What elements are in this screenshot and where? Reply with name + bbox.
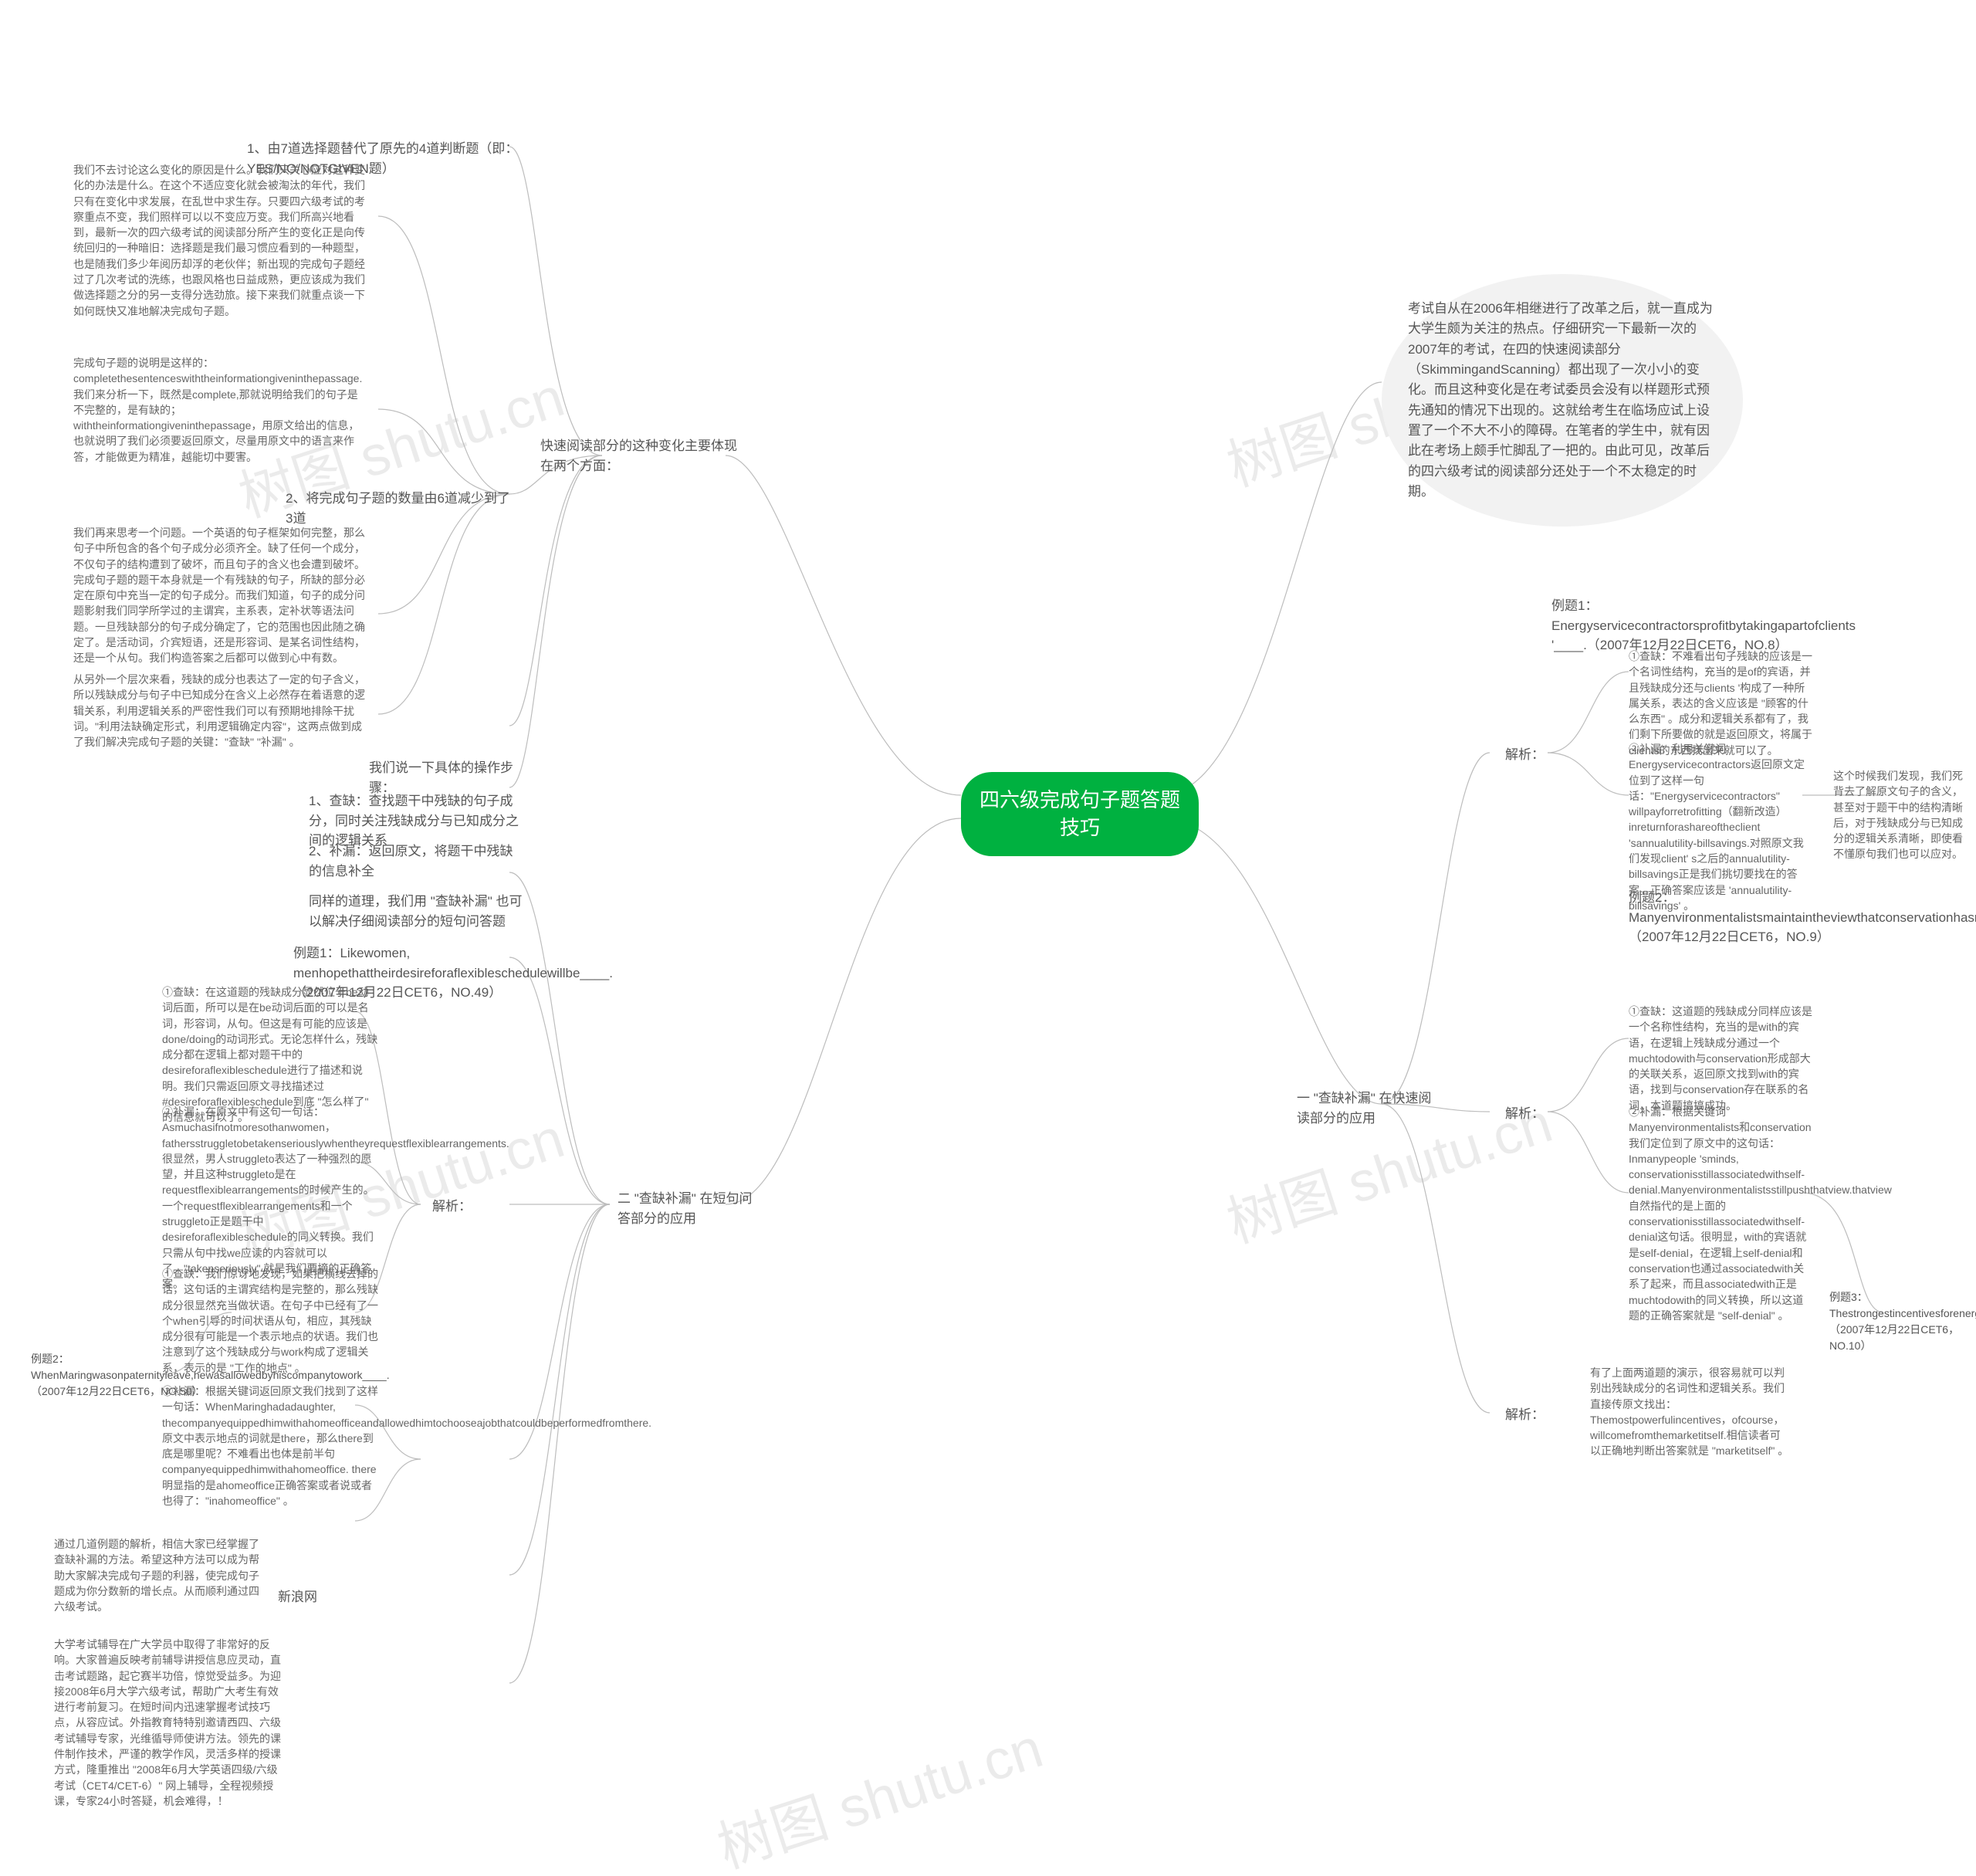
branch-b-b3-s2: ②补漏：在原文中有这句一句话：Asmuchasifnotmoresothanwo…: [162, 1104, 378, 1292]
branch-c-r4-s2: ②补漏：根据关键词Manyenvironmentalists和conservat…: [1629, 1104, 1814, 1323]
branch-b-b1: 同样的道理，我们用 "查缺补漏" 也可以解决仔细阅读部分的短句问答题: [309, 892, 525, 931]
intro-ellipse: 考试自从在2006年相继进行了改革之后，就一直成为大学生颇为关注的热点。仔细研究…: [1382, 274, 1743, 527]
branch-a-c2: 2、将完成句子题的数量由6道减少到了3道: [286, 489, 517, 528]
branch-b-b3: 解析：: [432, 1197, 502, 1217]
branch-c-r6-s1: 有了上面两道题的演示，很容易就可以判别出残缺成分的名词性和逻辑关系。我们直接传原…: [1590, 1365, 1791, 1459]
branch-a-c2-p1: 我们不去讨论这么变化的原因是什么。我们只关心应对这种变化的办法是什么。在这个不适…: [73, 162, 367, 319]
branch-c-r1: 例题1：Energyservicecontractorsprofitbytaki…: [1551, 596, 1783, 655]
watermark: 树图 shutu.cn: [705, 1702, 1051, 1876]
branch-c-r2: 解析：: [1505, 745, 1559, 765]
branch-b-b6: 新浪网: [278, 1587, 340, 1607]
branch-a-c2-p2: 完成句子题的说明是这样的：completethesentenceswiththe…: [73, 355, 367, 465]
branch-b-label: 二 "查缺补漏" 在短句问答部分的应用: [618, 1189, 756, 1228]
branch-c-label: 一 "查缺补漏" 在快速阅读部分的应用: [1297, 1089, 1436, 1128]
branch-b-b3-s3: ①查缺：我们惊讶地发现，如果把横线去掉的话，这句话的主谓宾结构是完整的，那么残缺…: [162, 1266, 378, 1376]
branch-b-b3-s4: ②补漏：根据关键词返回原文我们找到了这样一句话：WhenMaringhadada…: [162, 1383, 378, 1509]
branch-a-c2-p4: 从另外一个层次来看，残缺的成分也表达了一定的句子含义，所以残缺成分与句子中已知成…: [73, 672, 367, 750]
branch-a-c4-2: 2、补漏：返回原文，将题干中残缺的信息补全: [309, 841, 525, 881]
branch-c-r5: 例题3：Thestrongestincentivesforenergyconse…: [1829, 1289, 1976, 1354]
branch-c-r4-s1: ①查缺：这道题的残缺成分同样应该是一个名称性结构，充当的是with的宾语，在逻辑…: [1629, 1004, 1814, 1113]
branch-b-b5: 通过几道例题的解析，相信大家已经掌握了查缺补漏的方法。希望这种方法可以成为帮助大…: [54, 1536, 262, 1614]
branch-c-r6: 解析：: [1505, 1405, 1559, 1425]
branch-b-b7: 大学考试辅导在广大学员中取得了非常好的反响。大家普遍反映考前辅导讲授信息应灵动，…: [54, 1637, 286, 1809]
branch-c-r2-s2-side: 这个时候我们发现，我们死背去了解原文句子的含义，甚至对于题干中的结构清晰后，对于…: [1833, 768, 1972, 862]
branch-c-r2-s2: ②补漏：利用关键词Energyservicecontractors返回原文定位到…: [1629, 741, 1814, 913]
branch-a-label: 快速阅读部分的这种变化主要体现在两个方面：: [540, 436, 741, 476]
branch-a-c2-p3: 我们再来思考一个问题。一个英语的句子框架如何完整，那么句子中所包含的各个句子成分…: [73, 525, 367, 666]
center-node: 四六级完成句子题答题技巧: [961, 772, 1199, 856]
branch-c-r4: 解析：: [1505, 1104, 1559, 1124]
